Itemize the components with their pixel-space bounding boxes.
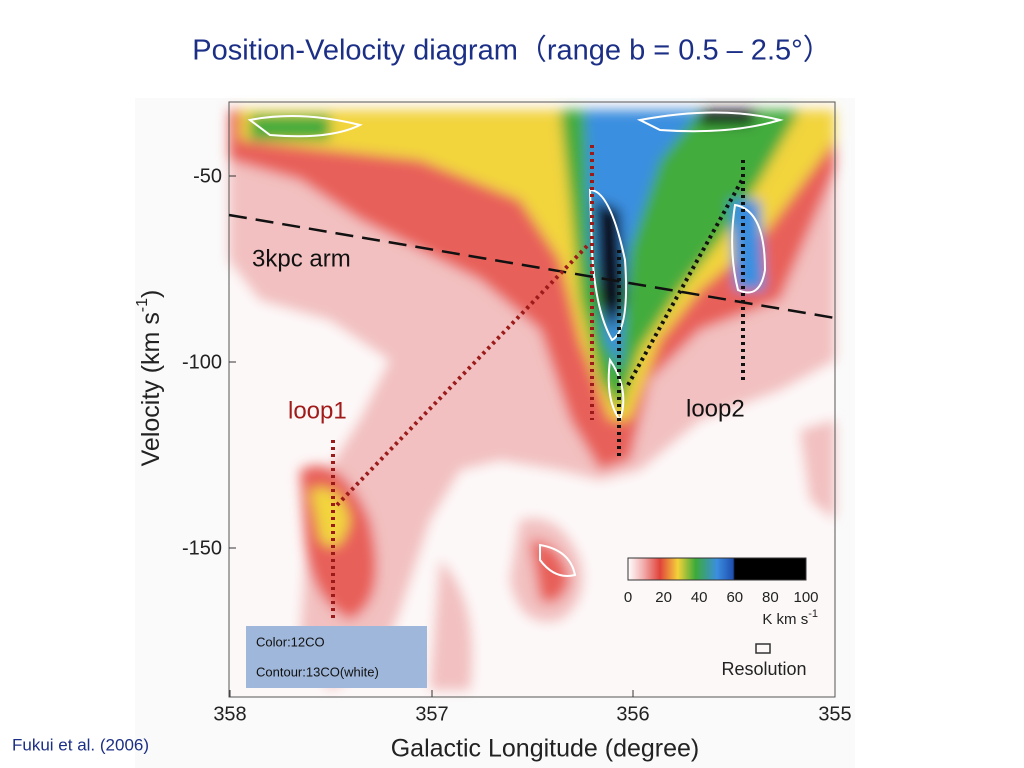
heatmap bbox=[229, 102, 835, 697]
colorbar-tick-label: 40 bbox=[691, 589, 708, 606]
y-ticks: -50 -100 -150 bbox=[182, 165, 222, 559]
arm-line bbox=[228, 213, 836, 320]
colorbar-ticks: 0 20 40 60 80 100 bbox=[624, 589, 819, 606]
y-tick-label: -100 bbox=[182, 351, 222, 373]
unit-sup: -1 bbox=[808, 608, 818, 620]
citation: Fukui et al. (2006) bbox=[12, 735, 149, 754]
loop2-lines bbox=[617, 160, 745, 460]
x-tick-label: 357 bbox=[415, 703, 448, 725]
y-label-end: ) bbox=[137, 290, 165, 298]
x-tick-label: 355 bbox=[818, 703, 851, 725]
loop1-label: loop1 bbox=[288, 397, 347, 424]
loop1-lines bbox=[331, 145, 594, 620]
arm-label: 3kpc arm bbox=[252, 245, 351, 272]
legend-box bbox=[246, 626, 427, 688]
colorbar-tick-label: 60 bbox=[726, 589, 743, 606]
colorbar-unit: K km s-1 bbox=[762, 608, 818, 628]
colorbar-tick-label: 100 bbox=[793, 589, 818, 606]
legend-item: Color:12CO bbox=[256, 634, 325, 649]
slide-title: Position-Velocity diagram（range b = 0.5 … bbox=[192, 35, 831, 67]
x-tick-label: 358 bbox=[213, 703, 246, 725]
resolution-box bbox=[755, 643, 771, 654]
y-tick-label: -50 bbox=[193, 165, 222, 187]
tick-marks bbox=[229, 175, 634, 697]
x-axis-label: Galactic Longitude (degree) bbox=[391, 735, 700, 763]
x-ticks: 358 357 356 355 bbox=[213, 703, 851, 725]
colorbar-tick-label: 20 bbox=[655, 589, 672, 606]
colorbar bbox=[627, 557, 807, 581]
y-label-sup: -1 bbox=[134, 298, 151, 312]
legend-item: Contour:13CO(white) bbox=[256, 664, 379, 679]
y-axis-label: Velocity (km s-1) bbox=[134, 290, 164, 467]
plot-frame bbox=[228, 101, 836, 698]
y-label-text: Velocity (km s bbox=[137, 312, 165, 466]
y-tick-label: -150 bbox=[182, 537, 222, 559]
resolution-label: Resolution bbox=[721, 659, 806, 679]
loop2-label: loop2 bbox=[686, 395, 745, 422]
colorbar-tick-label: 0 bbox=[624, 589, 632, 606]
x-tick-label: 356 bbox=[616, 703, 649, 725]
unit-text: K km s bbox=[762, 611, 808, 628]
colorbar-tick-label: 80 bbox=[762, 589, 779, 606]
